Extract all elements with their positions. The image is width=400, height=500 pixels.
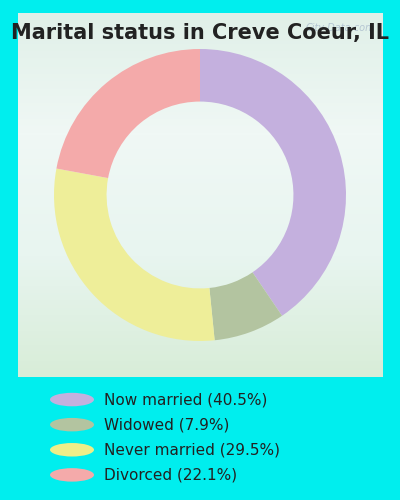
- Text: Never married (29.5%): Never married (29.5%): [104, 442, 280, 458]
- Circle shape: [50, 468, 94, 481]
- Text: Now married (40.5%): Now married (40.5%): [104, 392, 267, 407]
- Circle shape: [50, 393, 94, 406]
- Circle shape: [50, 443, 94, 456]
- Wedge shape: [200, 49, 346, 316]
- Text: City-Data.com: City-Data.com: [306, 24, 375, 34]
- Wedge shape: [209, 272, 282, 340]
- Wedge shape: [54, 168, 215, 341]
- Circle shape: [50, 418, 94, 432]
- Text: Widowed (7.9%): Widowed (7.9%): [104, 417, 229, 432]
- Wedge shape: [56, 49, 200, 178]
- Text: Marital status in Creve Coeur, IL: Marital status in Creve Coeur, IL: [11, 22, 389, 42]
- Text: Divorced (22.1%): Divorced (22.1%): [104, 468, 237, 482]
